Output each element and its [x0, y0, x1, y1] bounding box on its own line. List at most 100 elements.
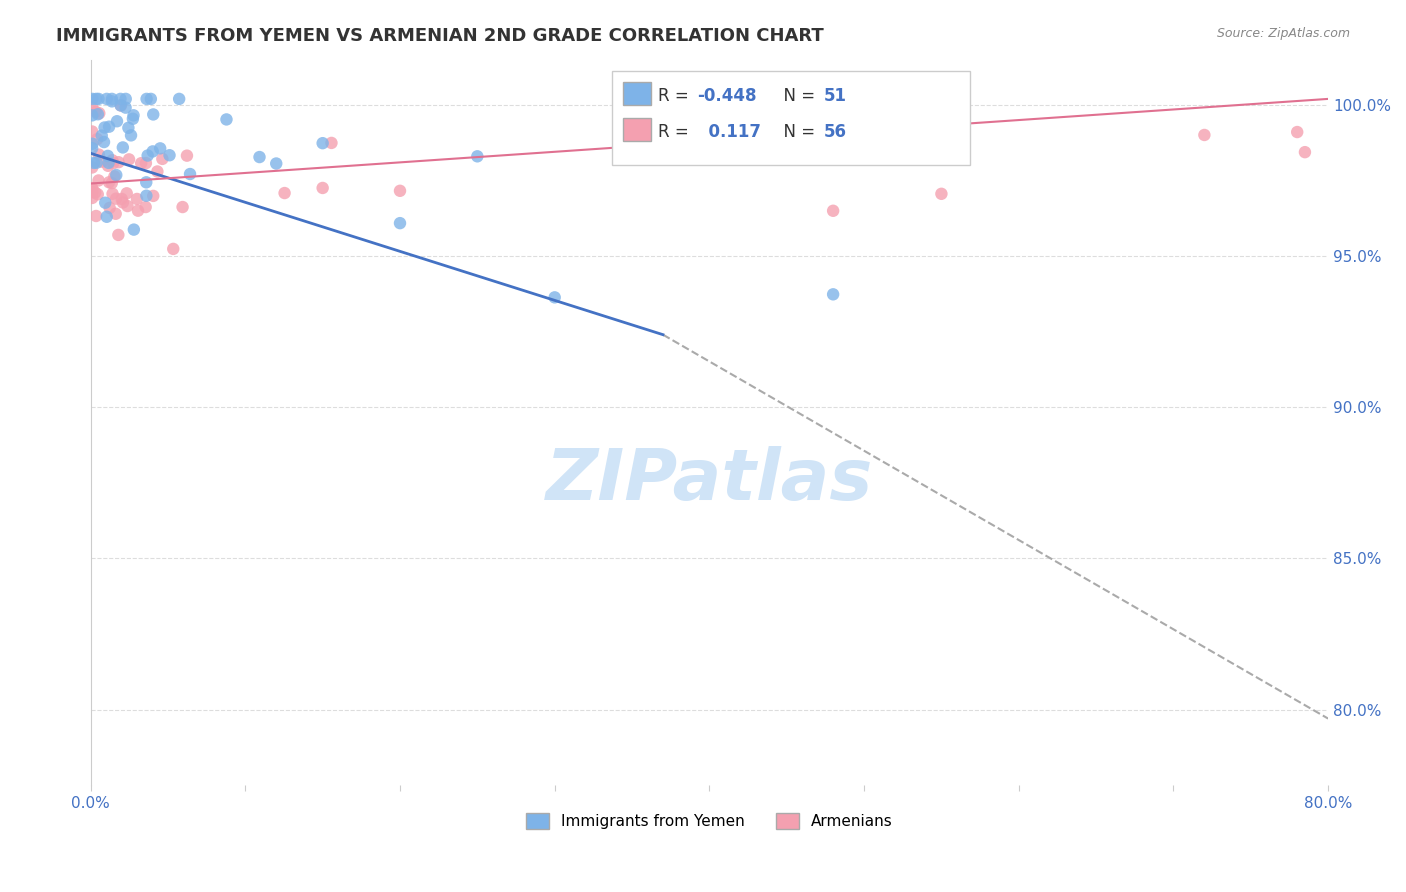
Text: N =: N = — [773, 87, 821, 105]
Point — [264, 156, 287, 170]
Point — [114, 101, 136, 115]
Point — [82, 124, 104, 138]
Point — [388, 216, 411, 230]
Point — [87, 187, 110, 202]
Point — [101, 186, 124, 201]
Point — [467, 149, 489, 163]
Point — [100, 176, 122, 190]
Point — [94, 195, 117, 210]
Point — [215, 112, 238, 127]
Point — [97, 159, 120, 173]
Point — [82, 161, 104, 175]
Point — [93, 120, 115, 135]
Point — [82, 185, 104, 199]
Point — [101, 95, 124, 109]
Point — [104, 207, 127, 221]
Point — [118, 153, 141, 167]
Point — [167, 92, 190, 106]
Point — [101, 156, 124, 170]
Point — [82, 136, 104, 151]
Point — [1294, 145, 1316, 160]
Point — [90, 154, 112, 169]
Point — [149, 141, 172, 155]
Point — [82, 182, 104, 196]
Point — [107, 155, 129, 169]
Point — [621, 135, 644, 149]
Point — [105, 168, 128, 182]
Point — [98, 201, 121, 215]
Point — [273, 186, 295, 200]
Point — [105, 192, 128, 206]
Point — [82, 181, 104, 195]
Point — [97, 149, 120, 163]
Point — [150, 152, 173, 166]
Point — [93, 135, 115, 149]
Point — [311, 136, 333, 151]
Point — [1194, 128, 1216, 142]
Point — [135, 188, 157, 202]
Point — [311, 181, 333, 195]
Point — [321, 136, 343, 150]
Point — [110, 92, 132, 106]
Text: R =: R = — [658, 87, 695, 105]
Point — [101, 153, 124, 168]
Text: ZIPatlas: ZIPatlas — [546, 446, 873, 515]
Text: Source: ZipAtlas.com: Source: ZipAtlas.com — [1216, 27, 1350, 40]
Point — [107, 227, 129, 242]
Point — [82, 191, 104, 205]
Point — [122, 112, 145, 126]
Point — [87, 147, 110, 161]
Point — [89, 106, 111, 120]
Point — [84, 186, 107, 200]
Point — [388, 184, 411, 198]
Point — [117, 199, 139, 213]
Point — [179, 167, 201, 181]
Point — [142, 145, 165, 159]
Point — [84, 92, 107, 106]
Point — [84, 209, 107, 223]
Point — [84, 104, 107, 119]
Point — [83, 156, 105, 170]
Point — [117, 120, 139, 135]
Point — [87, 107, 110, 121]
Point — [122, 222, 145, 236]
Point — [823, 203, 845, 218]
Point — [823, 287, 845, 301]
Point — [105, 114, 128, 128]
Point — [87, 92, 110, 106]
Point — [86, 132, 108, 146]
Point — [125, 192, 148, 206]
Point — [544, 290, 567, 304]
Point — [97, 156, 120, 170]
Point — [82, 185, 104, 199]
Legend: Immigrants from Yemen, Armenians: Immigrants from Yemen, Armenians — [520, 807, 898, 836]
Point — [172, 200, 194, 214]
Point — [127, 203, 149, 218]
Point — [110, 98, 132, 112]
Text: IMMIGRANTS FROM YEMEN VS ARMENIAN 2ND GRADE CORRELATION CHART: IMMIGRANTS FROM YEMEN VS ARMENIAN 2ND GR… — [56, 27, 824, 45]
Point — [86, 155, 108, 169]
Point — [249, 150, 271, 164]
Point — [176, 148, 198, 162]
Point — [1286, 125, 1309, 139]
Point — [115, 186, 138, 201]
Point — [87, 173, 110, 187]
Point — [82, 141, 104, 155]
Point — [129, 156, 152, 170]
Text: -0.448: -0.448 — [697, 87, 756, 105]
Point — [111, 195, 134, 210]
Point — [82, 108, 104, 122]
Point — [122, 108, 145, 122]
Point — [139, 92, 162, 106]
Point — [120, 128, 142, 143]
Point — [101, 92, 124, 106]
Point — [135, 200, 157, 214]
Point — [931, 186, 953, 201]
Point — [110, 98, 132, 112]
Point — [82, 92, 104, 106]
Point — [142, 107, 165, 121]
Point — [90, 128, 112, 143]
Text: 56: 56 — [824, 123, 846, 141]
Point — [82, 100, 104, 114]
Point — [96, 92, 118, 106]
